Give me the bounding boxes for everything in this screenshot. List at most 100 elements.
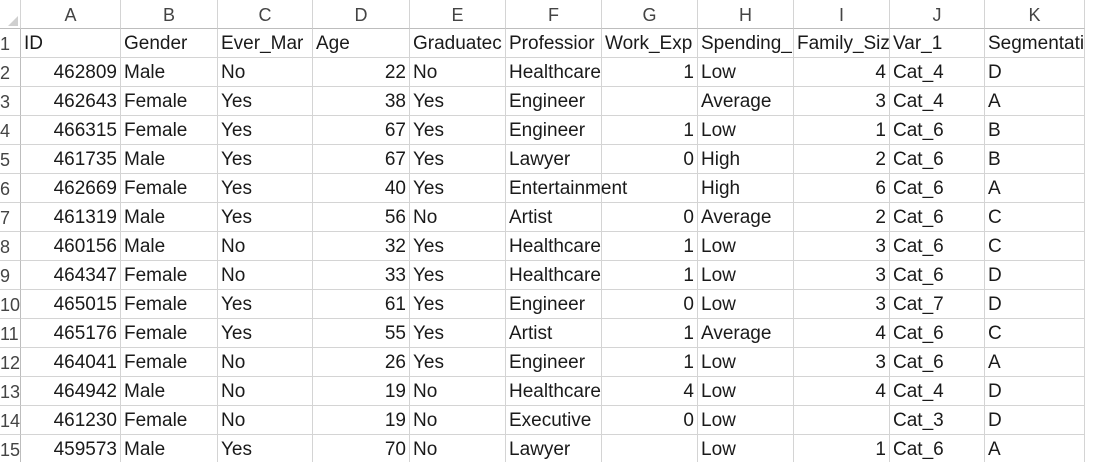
cell-c8[interactable]: No (218, 232, 313, 261)
cell-b3[interactable]: Female (121, 87, 218, 116)
row-header-6[interactable]: 6 (0, 174, 21, 203)
cell-e1[interactable]: Graduatec (410, 29, 506, 58)
cell-h14[interactable]: Low (698, 406, 794, 435)
cell-a1[interactable]: ID (21, 29, 121, 58)
cell-d13[interactable]: 19 (313, 377, 410, 406)
cell-b5[interactable]: Male (121, 145, 218, 174)
cell-a13[interactable]: 464942 (21, 377, 121, 406)
cell-a8[interactable]: 460156 (21, 232, 121, 261)
cell-c1[interactable]: Ever_Mar (218, 29, 313, 58)
cell-j12[interactable]: Cat_6 (890, 348, 985, 377)
cell-d5[interactable]: 67 (313, 145, 410, 174)
cell-b9[interactable]: Female (121, 261, 218, 290)
cell-a11[interactable]: 465176 (21, 319, 121, 348)
cell-a6[interactable]: 462669 (21, 174, 121, 203)
cell-j4[interactable]: Cat_6 (890, 116, 985, 145)
column-header-e[interactable]: E (410, 0, 506, 29)
cell-d14[interactable]: 19 (313, 406, 410, 435)
row-header-8[interactable]: 8 (0, 232, 21, 261)
cell-g14[interactable]: 0 (602, 406, 698, 435)
cell-g8[interactable]: 1 (602, 232, 698, 261)
cell-g2[interactable]: 1 (602, 58, 698, 87)
cell-i4[interactable]: 1 (794, 116, 890, 145)
cell-k7[interactable]: C (985, 203, 1085, 232)
cell-j14[interactable]: Cat_3 (890, 406, 985, 435)
row-header-3[interactable]: 3 (0, 87, 21, 116)
row-header-11[interactable]: 11 (0, 319, 21, 348)
cell-j15[interactable]: Cat_6 (890, 435, 985, 462)
cell-i5[interactable]: 2 (794, 145, 890, 174)
cell-j8[interactable]: Cat_6 (890, 232, 985, 261)
cell-b10[interactable]: Female (121, 290, 218, 319)
column-header-b[interactable]: B (121, 0, 218, 29)
column-header-g[interactable]: G (602, 0, 698, 29)
cell-k6[interactable]: A (985, 174, 1085, 203)
cell-f4[interactable]: Engineer (506, 116, 602, 145)
cell-i7[interactable]: 2 (794, 203, 890, 232)
column-header-d[interactable]: D (313, 0, 410, 29)
cell-g13[interactable]: 4 (602, 377, 698, 406)
cell-g4[interactable]: 1 (602, 116, 698, 145)
cell-j2[interactable]: Cat_4 (890, 58, 985, 87)
cell-j9[interactable]: Cat_6 (890, 261, 985, 290)
cell-h2[interactable]: Low (698, 58, 794, 87)
cell-j5[interactable]: Cat_6 (890, 145, 985, 174)
cell-e3[interactable]: Yes (410, 87, 506, 116)
column-header-f[interactable]: F (506, 0, 602, 29)
cell-f7[interactable]: Artist (506, 203, 602, 232)
row-header-4[interactable]: 4 (0, 116, 21, 145)
cell-b1[interactable]: Gender (121, 29, 218, 58)
cell-c5[interactable]: Yes (218, 145, 313, 174)
cell-h12[interactable]: Low (698, 348, 794, 377)
cell-g7[interactable]: 0 (602, 203, 698, 232)
cell-i6[interactable]: 6 (794, 174, 890, 203)
column-header-c[interactable]: C (218, 0, 313, 29)
cell-c10[interactable]: Yes (218, 290, 313, 319)
cell-e5[interactable]: Yes (410, 145, 506, 174)
row-header-5[interactable]: 5 (0, 145, 21, 174)
cell-k5[interactable]: B (985, 145, 1085, 174)
cell-a14[interactable]: 461230 (21, 406, 121, 435)
cell-d4[interactable]: 67 (313, 116, 410, 145)
cell-k10[interactable]: D (985, 290, 1085, 319)
row-header-12[interactable]: 12 (0, 348, 21, 377)
cell-e15[interactable]: No (410, 435, 506, 462)
cell-b2[interactable]: Male (121, 58, 218, 87)
cell-a15[interactable]: 459573 (21, 435, 121, 462)
cell-c15[interactable]: Yes (218, 435, 313, 462)
cell-f6[interactable]: Entertainment (506, 174, 627, 203)
cell-d12[interactable]: 26 (313, 348, 410, 377)
cell-j6[interactable]: Cat_6 (890, 174, 985, 203)
cell-b8[interactable]: Male (121, 232, 218, 261)
row-header-10[interactable]: 10 (0, 290, 21, 319)
cell-b14[interactable]: Female (121, 406, 218, 435)
cell-e4[interactable]: Yes (410, 116, 506, 145)
cell-h7[interactable]: Average (698, 203, 794, 232)
cell-d1[interactable]: Age (313, 29, 410, 58)
cell-d3[interactable]: 38 (313, 87, 410, 116)
cell-k2[interactable]: D (985, 58, 1085, 87)
cell-b15[interactable]: Male (121, 435, 218, 462)
cell-a4[interactable]: 466315 (21, 116, 121, 145)
cell-j1[interactable]: Var_1 (890, 29, 985, 58)
cell-d10[interactable]: 61 (313, 290, 410, 319)
cell-i3[interactable]: 3 (794, 87, 890, 116)
cell-e14[interactable]: No (410, 406, 506, 435)
cell-f13[interactable]: Healthcare (506, 377, 602, 406)
cell-i9[interactable]: 3 (794, 261, 890, 290)
cell-f11[interactable]: Artist (506, 319, 602, 348)
cell-k13[interactable]: D (985, 377, 1085, 406)
cell-j10[interactable]: Cat_7 (890, 290, 985, 319)
cell-g12[interactable]: 1 (602, 348, 698, 377)
cell-e2[interactable]: No (410, 58, 506, 87)
cell-i14[interactable] (794, 406, 890, 435)
cell-f3[interactable]: Engineer (506, 87, 602, 116)
cell-d8[interactable]: 32 (313, 232, 410, 261)
cell-c13[interactable]: No (218, 377, 313, 406)
cell-f2[interactable]: Healthcare (506, 58, 602, 87)
cell-g5[interactable]: 0 (602, 145, 698, 174)
cell-i12[interactable]: 3 (794, 348, 890, 377)
cell-a9[interactable]: 464347 (21, 261, 121, 290)
row-header-7[interactable]: 7 (0, 203, 21, 232)
cell-h9[interactable]: Low (698, 261, 794, 290)
